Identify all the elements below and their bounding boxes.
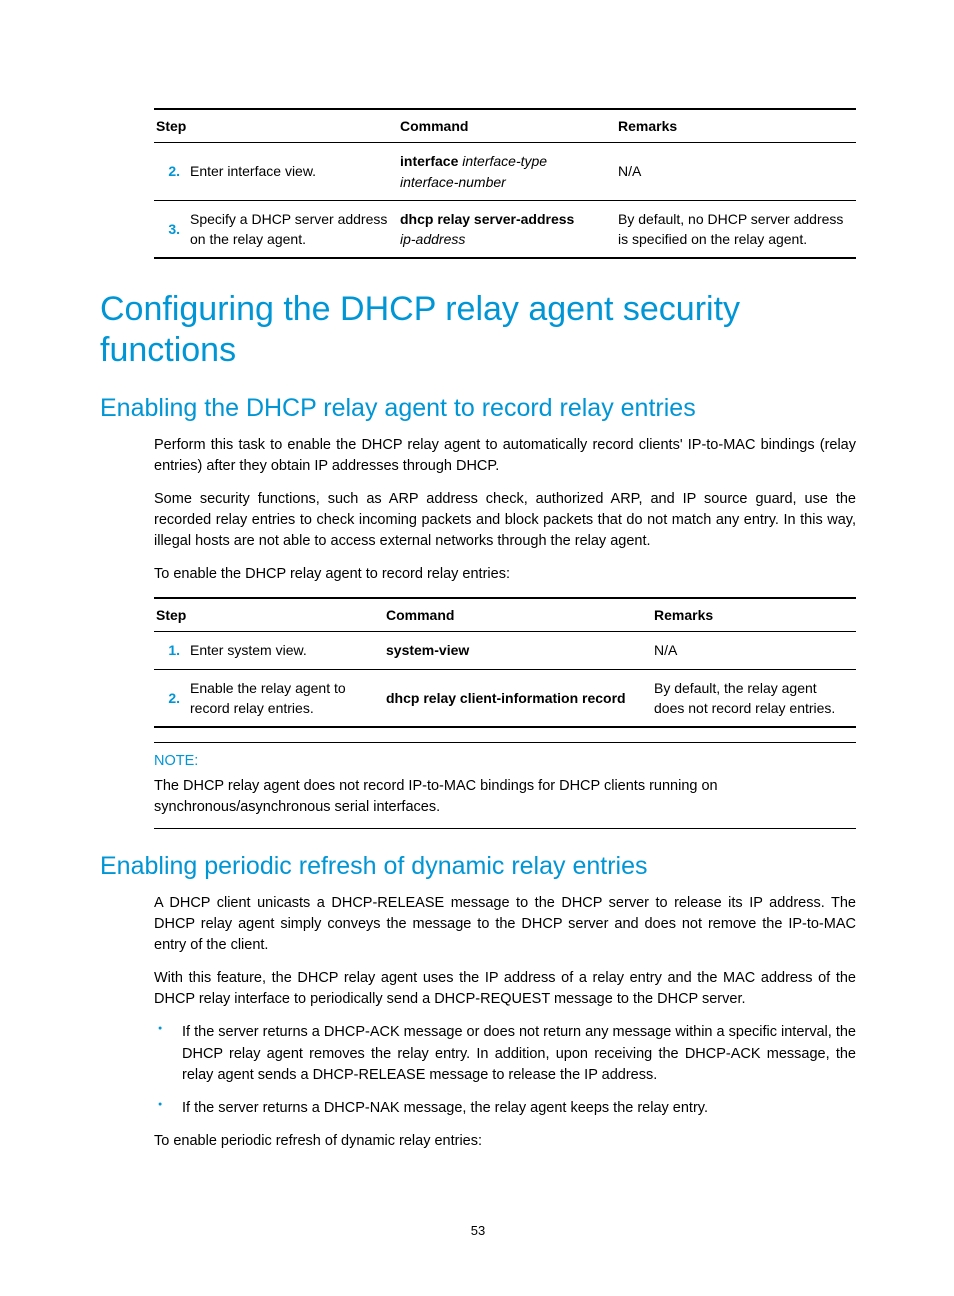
note-box: NOTE: The DHCP relay agent does not reco… [154,742,856,829]
step-remarks: By default, the relay agent does not rec… [652,669,856,727]
cmd-bold: system-view [386,642,469,658]
subheading-record-relay: Enabling the DHCP relay agent to record … [100,393,856,423]
step-remarks: N/A [652,632,856,669]
paragraph: A DHCP client unicasts a DHCP-RELEASE me… [154,893,856,956]
step-desc: Enable the relay agent to record relay e… [188,669,384,727]
section2-body: A DHCP client unicasts a DHCP-RELEASE me… [154,893,856,1151]
cmd-bold: dhcp relay client-information record [386,690,626,706]
cmd-bold: dhcp relay server-address [400,211,574,227]
table-row: 1. Enter system view. system-view N/A [154,632,856,669]
t2-header-step: Step [154,598,384,632]
list-item: If the server returns a DHCP-ACK message… [154,1022,856,1085]
paragraph: To enable periodic refresh of dynamic re… [154,1131,856,1152]
step-command: dhcp relay client-information record [384,669,652,727]
paragraph: Some security functions, such as ARP add… [154,489,856,552]
t1-header-step: Step [154,109,398,143]
table-row: 3. Specify a DHCP server address on the … [154,200,856,258]
t2-header-command: Command [384,598,652,632]
step-remarks: N/A [616,143,856,201]
note-label: NOTE: [154,751,856,772]
step-number: 2. [154,669,188,727]
subheading-periodic-refresh: Enabling periodic refresh of dynamic rel… [100,851,856,881]
step-desc: Enter system view. [188,632,384,669]
t2-header-remarks: Remarks [652,598,856,632]
table-row: 2. Enter interface view. interface inter… [154,143,856,201]
note-text: The DHCP relay agent does not record IP-… [154,776,856,818]
step-command: interface interface-type interface-numbe… [398,143,616,201]
bullet-list: If the server returns a DHCP-ACK message… [154,1022,856,1118]
step-number: 1. [154,632,188,669]
paragraph: To enable the DHCP relay agent to record… [154,564,856,585]
list-item: If the server returns a DHCP-NAK message… [154,1098,856,1119]
step-desc: Enter interface view. [188,143,398,201]
page-number: 53 [100,1222,856,1241]
step-command: dhcp relay server-address ip-address [398,200,616,258]
paragraph: Perform this task to enable the DHCP rel… [154,435,856,477]
step-number: 2. [154,143,188,201]
heading-security-functions: Configuring the DHCP relay agent securit… [100,289,856,371]
cmd-ital: ip-address [400,231,465,247]
page-container: Step Command Remarks 2. Enter interface … [0,0,954,1280]
step-command: system-view [384,632,652,669]
steps-table-2: Step Command Remarks 1. Enter system vie… [154,597,856,728]
table1-wrapper: Step Command Remarks 2. Enter interface … [154,108,856,259]
t1-header-remarks: Remarks [616,109,856,143]
step-desc: Specify a DHCP server address on the rel… [188,200,398,258]
table-row: 2. Enable the relay agent to record rela… [154,669,856,727]
section1-body: Perform this task to enable the DHCP rel… [154,435,856,829]
t1-header-command: Command [398,109,616,143]
step-remarks: By default, no DHCP server address is sp… [616,200,856,258]
steps-table-1: Step Command Remarks 2. Enter interface … [154,108,856,259]
paragraph: With this feature, the DHCP relay agent … [154,968,856,1010]
cmd-bold: interface [400,153,458,169]
step-number: 3. [154,200,188,258]
